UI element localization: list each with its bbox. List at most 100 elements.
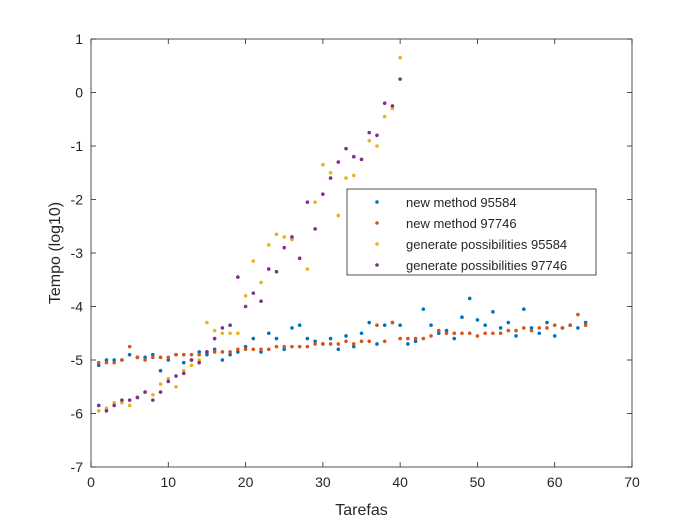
data-point (112, 401, 116, 405)
data-point (174, 384, 178, 389)
data-point (398, 55, 402, 60)
data-point (367, 130, 372, 135)
data-point (259, 280, 263, 285)
data-point (189, 352, 194, 357)
data-point (336, 213, 341, 218)
data-point (96, 363, 101, 368)
data-point (351, 173, 356, 178)
data-point (375, 133, 379, 138)
data-point (166, 358, 171, 362)
data-point (429, 334, 433, 338)
data-point (104, 406, 109, 410)
data-point (313, 227, 317, 231)
data-point (166, 355, 171, 360)
data-point (243, 294, 248, 298)
legend-marker (375, 263, 379, 267)
series-4 (96, 77, 402, 413)
data-point (351, 344, 356, 349)
data-point (529, 328, 534, 333)
data-point (367, 339, 372, 344)
legend-marker (375, 221, 379, 225)
data-point (127, 352, 132, 357)
data-point (367, 320, 372, 325)
x-tick-label: 70 (624, 474, 640, 490)
data-point (127, 398, 132, 402)
data-point (212, 347, 217, 352)
data-point (321, 162, 325, 167)
data-point (514, 328, 518, 333)
legend-marker (375, 200, 379, 204)
data-point (336, 347, 341, 352)
data-point (96, 409, 101, 413)
data-point (243, 344, 248, 349)
data-point (174, 352, 178, 357)
data-point (96, 360, 101, 365)
data-point (151, 352, 155, 357)
data-point (313, 200, 317, 204)
data-point (576, 326, 580, 330)
data-point (545, 320, 549, 325)
x-tick-label: 30 (315, 474, 331, 490)
data-point (228, 352, 232, 357)
data-point (436, 328, 441, 333)
data-point (104, 360, 109, 365)
data-point (282, 235, 287, 239)
data-point (297, 323, 302, 328)
data-point (189, 358, 194, 362)
data-point (305, 336, 310, 341)
data-point (545, 326, 549, 330)
data-point (120, 358, 124, 362)
data-point (367, 138, 372, 143)
data-point (205, 350, 209, 354)
data-point (421, 307, 426, 311)
data-point (220, 331, 225, 336)
data-point (382, 101, 387, 105)
data-point (328, 342, 333, 346)
data-point (344, 176, 348, 180)
data-point (336, 160, 341, 164)
data-point (266, 243, 271, 247)
x-axis-label: Tarefas (335, 502, 387, 519)
data-point (112, 358, 116, 362)
data-point (189, 363, 194, 368)
data-point (228, 323, 232, 328)
data-point (406, 342, 410, 346)
legend-label: generate possibilities 95584 (406, 237, 567, 252)
data-point (537, 326, 542, 330)
data-point (537, 331, 542, 336)
data-point (429, 323, 433, 328)
x-tick-label: 60 (547, 474, 563, 490)
data-point (220, 358, 225, 362)
data-point (359, 339, 364, 344)
data-point (491, 331, 495, 336)
data-point (259, 347, 263, 352)
data-point (290, 326, 294, 330)
y-tick-label: -6 (71, 406, 84, 422)
data-point (236, 350, 240, 354)
data-point (398, 323, 402, 328)
x-tick-label: 0 (87, 474, 95, 490)
data-point (398, 77, 402, 81)
data-point (305, 200, 310, 204)
data-point (220, 350, 225, 354)
data-point (197, 352, 201, 357)
data-point (266, 267, 271, 271)
data-point (375, 144, 379, 148)
data-point (297, 344, 302, 349)
data-point (452, 336, 457, 341)
y-tick-label: -5 (71, 352, 84, 368)
y-tick-label: -1 (71, 138, 84, 154)
data-point (421, 336, 426, 341)
data-point (475, 334, 480, 338)
data-point (120, 401, 124, 405)
data-point (522, 307, 526, 311)
legend: new method 95584 new method 97746 generate… (346, 188, 597, 276)
data-point (321, 192, 325, 196)
data-point (552, 334, 557, 338)
legend-items: new method 95584 new method 97746 generate… (375, 195, 567, 273)
data-point (266, 347, 271, 352)
data-point (274, 336, 279, 341)
data-point (444, 331, 449, 336)
